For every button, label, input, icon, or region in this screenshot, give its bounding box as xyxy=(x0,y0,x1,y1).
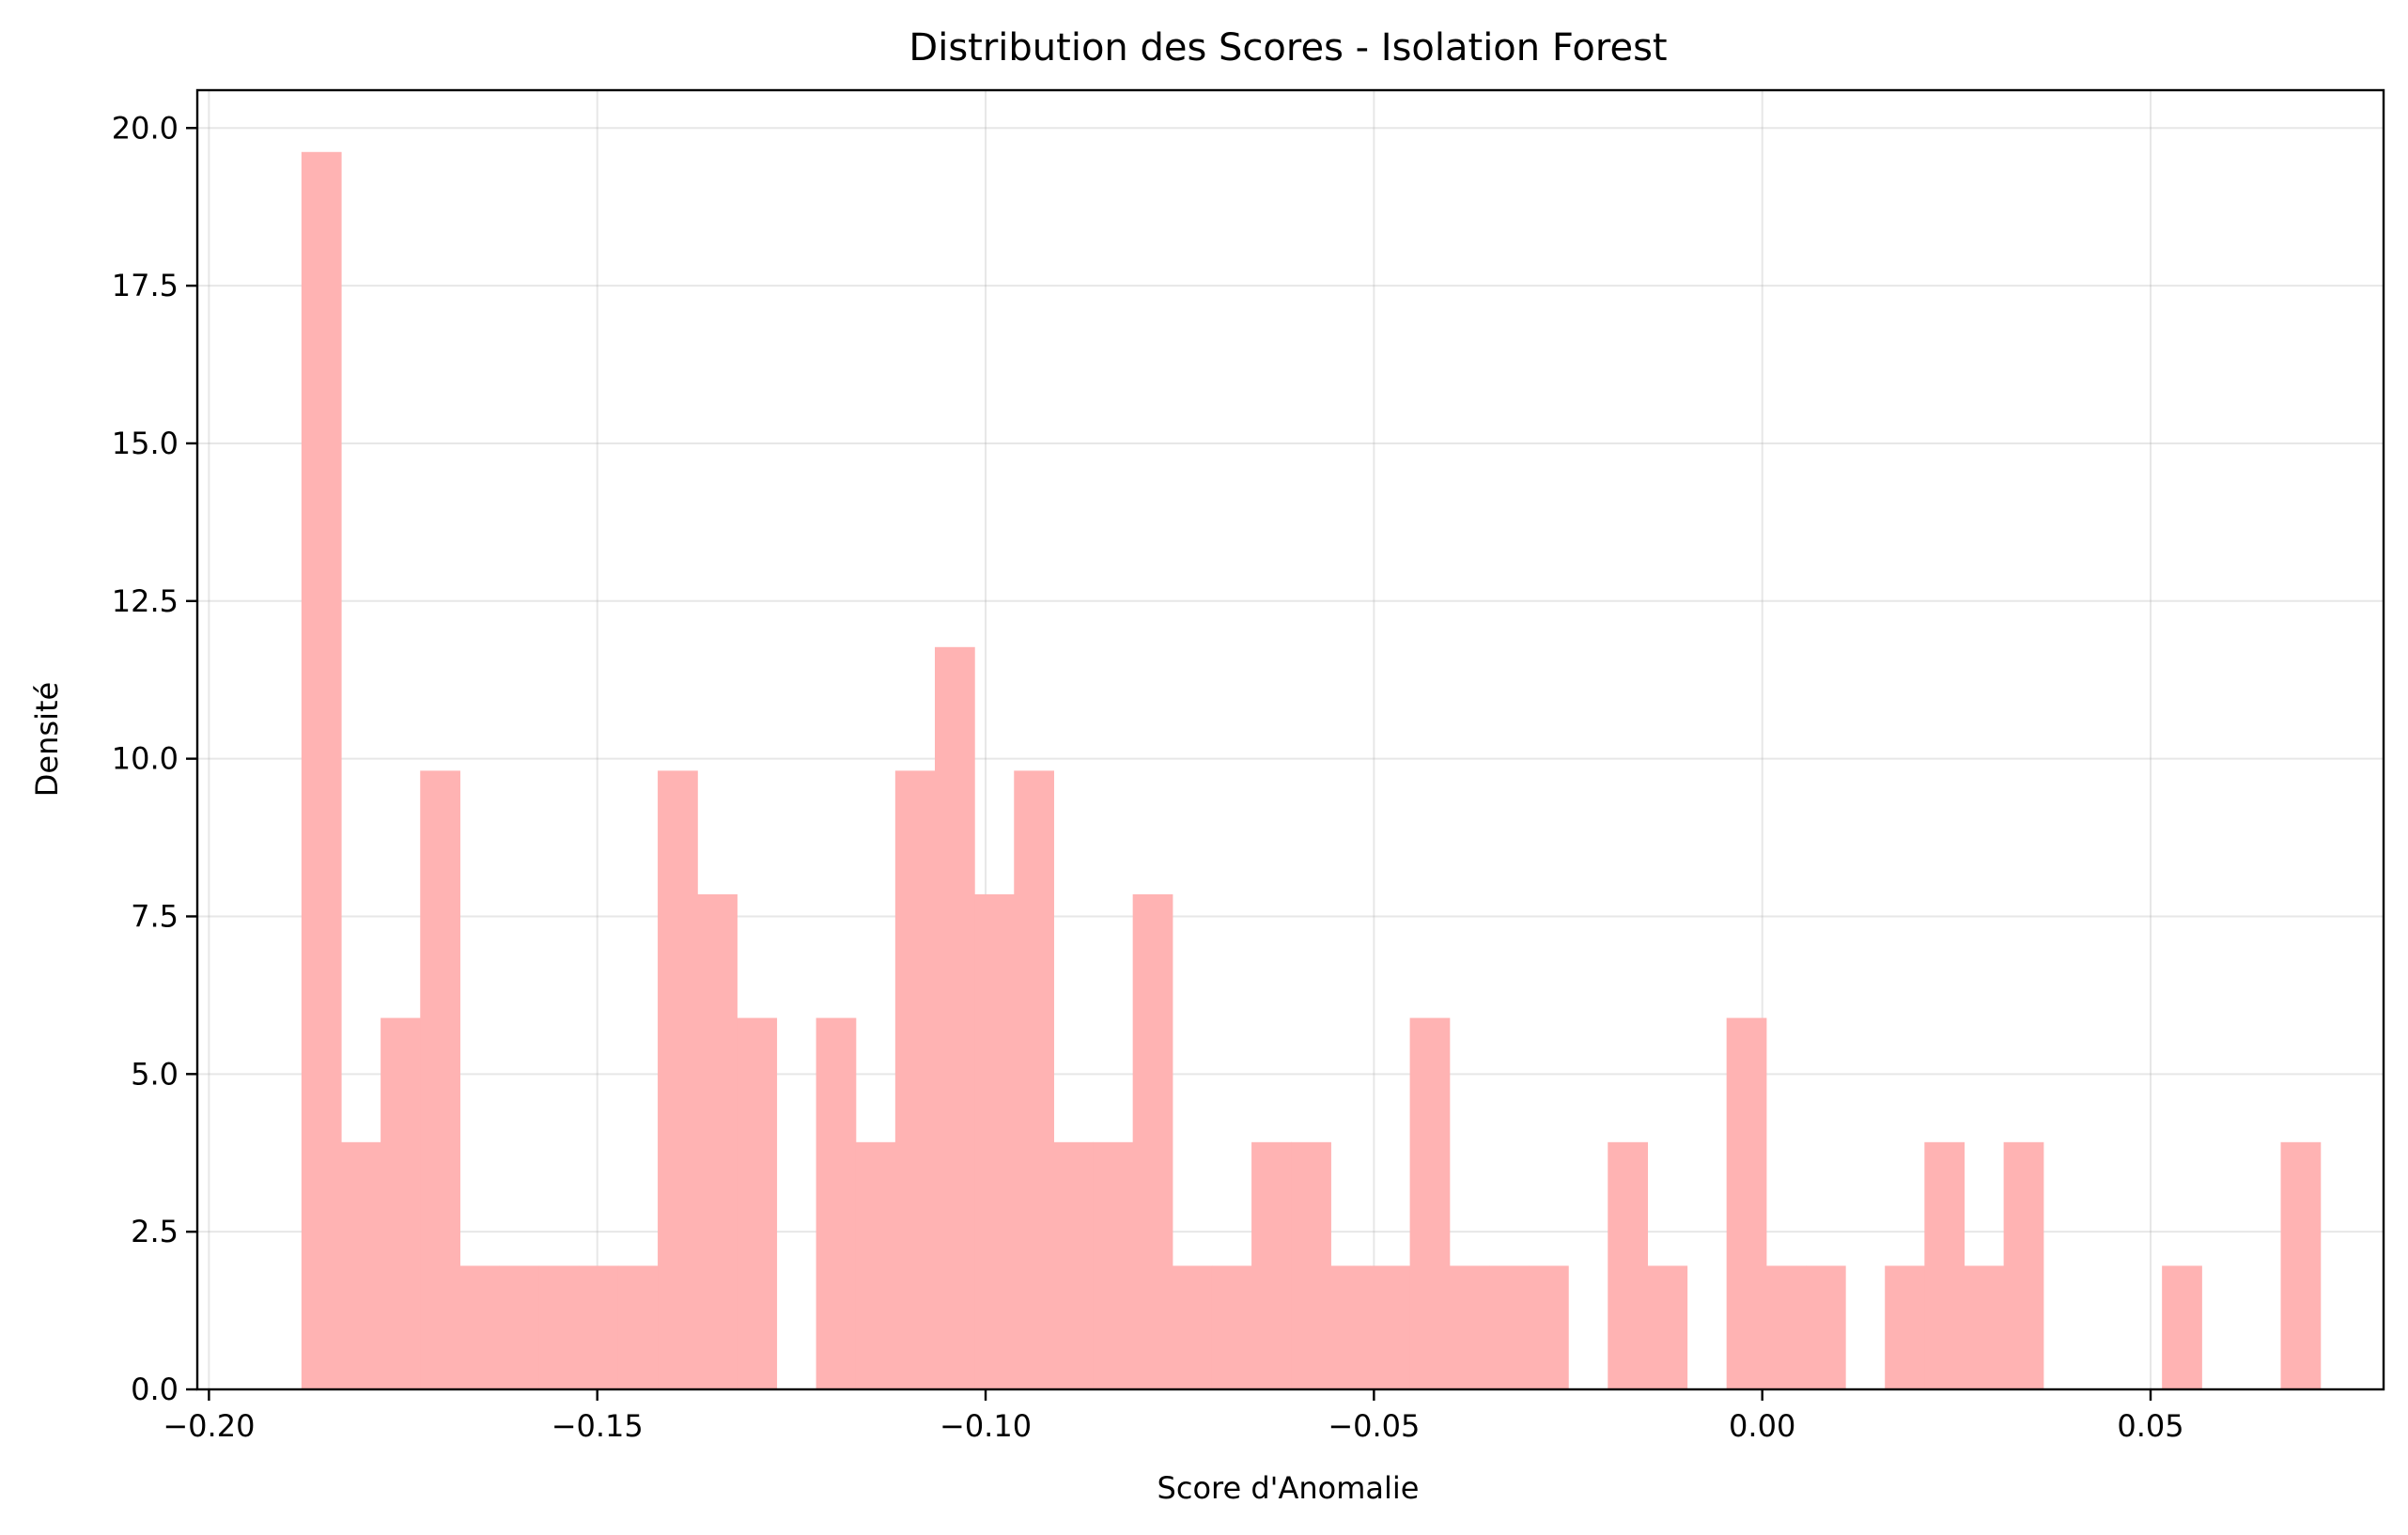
histogram-bar xyxy=(974,893,1015,1389)
histogram-bar xyxy=(1330,1265,1372,1389)
y-tick-label: 10.0 xyxy=(112,741,179,777)
y-axis-label: Densité xyxy=(29,682,65,797)
histogram-bars xyxy=(301,151,2322,1389)
grid-lines xyxy=(197,90,2384,1390)
histogram-bar xyxy=(2280,1141,2322,1389)
x-axis-label: Score d'Anomalie xyxy=(1157,1470,1420,1506)
histogram-bar xyxy=(1291,1141,1331,1389)
histogram-bar xyxy=(1924,1141,1965,1389)
histogram-bar xyxy=(1053,1141,1095,1389)
histogram-bar xyxy=(855,1141,896,1389)
histogram-bar xyxy=(1409,1017,1451,1389)
histogram-bar xyxy=(578,1265,619,1389)
histogram-bar xyxy=(1647,1265,1688,1389)
y-tick-label: 20.0 xyxy=(112,110,179,146)
histogram-bar xyxy=(459,1265,501,1389)
y-tick-label: 0.0 xyxy=(131,1372,179,1407)
histogram-bar xyxy=(2003,1141,2044,1389)
y-axis-ticks: 0.0 2.5 5.0 7.5 10.0 12.5 15.0 17.5 20.0 xyxy=(112,110,197,1407)
histogram-bar xyxy=(381,1017,421,1389)
histogram-bar xyxy=(894,770,936,1389)
histogram-bar xyxy=(1251,1141,1292,1389)
histogram-bar xyxy=(1211,1265,1252,1389)
y-tick-label: 15.0 xyxy=(112,426,179,461)
plot-frame xyxy=(195,88,2385,1391)
histogram-bar xyxy=(340,1141,381,1389)
histogram-bar xyxy=(1608,1141,1649,1389)
histogram-bar xyxy=(1765,1265,1807,1389)
y-tick-label: 2.5 xyxy=(131,1214,179,1249)
histogram-bar xyxy=(1964,1265,2005,1389)
histogram-bar xyxy=(816,1017,857,1389)
chart-title: Distribution des Scores - Isolation Fore… xyxy=(909,26,1667,70)
x-tick-label: −0.20 xyxy=(163,1408,255,1444)
histogram-bar xyxy=(1449,1265,1490,1389)
histogram-bar xyxy=(617,1265,659,1389)
histogram-bar xyxy=(499,1265,540,1389)
x-tick-label: 0.05 xyxy=(2117,1408,2183,1444)
x-tick-label: −0.15 xyxy=(552,1408,644,1444)
histogram-bar xyxy=(1172,1265,1213,1389)
x-tick-label: −0.05 xyxy=(1328,1408,1420,1444)
histogram-bar xyxy=(1529,1265,1569,1389)
histogram-bar xyxy=(1805,1265,1846,1389)
histogram-bar xyxy=(934,646,975,1389)
x-tick-label: 0.00 xyxy=(1729,1408,1795,1444)
y-tick-label: 17.5 xyxy=(112,268,179,303)
histogram-bar xyxy=(1093,1141,1134,1389)
histogram-bar xyxy=(658,770,698,1389)
histogram-bar xyxy=(538,1265,580,1389)
x-axis-ticks: −0.20 −0.15 −0.10 −0.05 0.00 0.05 xyxy=(163,1389,2184,1444)
histogram-bar xyxy=(301,151,342,1389)
histogram-bar xyxy=(737,1017,778,1389)
histogram-bar xyxy=(1014,770,1054,1389)
x-tick-label: −0.10 xyxy=(940,1408,1032,1444)
y-tick-label: 7.5 xyxy=(131,898,179,934)
histogram-bar xyxy=(1488,1265,1530,1389)
histogram-bar xyxy=(1132,893,1173,1389)
y-tick-label: 5.0 xyxy=(131,1056,179,1092)
histogram-bar xyxy=(697,893,738,1389)
histogram-bar xyxy=(1370,1265,1411,1389)
histogram-bar xyxy=(1885,1265,1925,1389)
histogram-bar xyxy=(420,770,460,1389)
histogram-bar xyxy=(2162,1265,2202,1389)
y-tick-label: 12.5 xyxy=(112,583,179,619)
histogram-bar xyxy=(1726,1017,1767,1389)
